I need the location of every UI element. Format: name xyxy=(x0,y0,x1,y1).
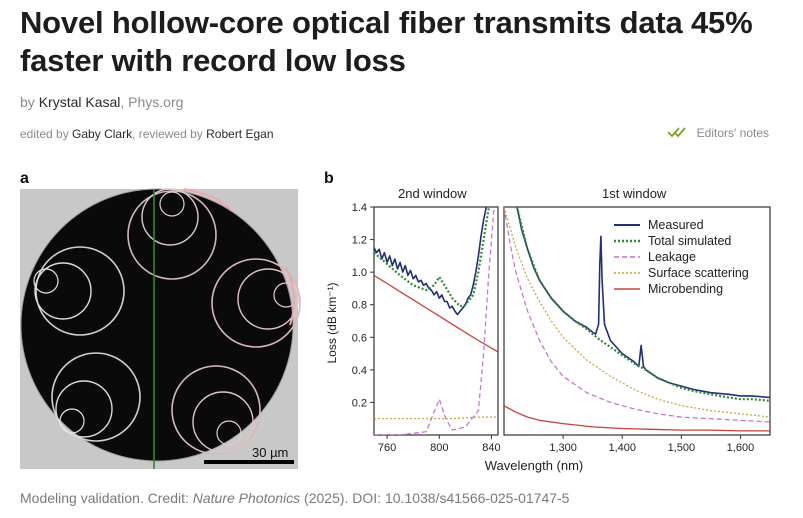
caption-prefix: Modeling validation. Credit: xyxy=(20,490,193,506)
chart-legend: Measured Total simulated Leakage Surface sc… xyxy=(614,218,749,296)
reviewed-prefix: , reviewed by xyxy=(132,127,203,141)
reviewer-name[interactable]: Robert Egan xyxy=(206,127,274,141)
legend-label: Measured xyxy=(648,218,704,232)
chart-panel-2nd-window: 760 800 840 xyxy=(373,206,501,454)
edited-prefix: edited by xyxy=(20,127,69,141)
byline: by Krystal Kasal, Phys.org xyxy=(20,94,183,110)
article-headline: Novel hollow-core optical fiber transmit… xyxy=(20,5,753,78)
legend-label: Microbending xyxy=(648,282,723,296)
y-tick-label: 0.6 xyxy=(352,332,367,344)
figure-svg: a xyxy=(20,170,771,473)
byline-separator: , xyxy=(120,94,125,110)
y-tick-label: 1.4 xyxy=(352,202,367,214)
fiber-micrograph xyxy=(20,188,301,469)
edit-credits: edited by Gaby Clark, reviewed by Robert… xyxy=(20,127,274,141)
series-line-surface-scattering xyxy=(374,416,498,420)
editors-notes-link[interactable]: Editors' notes xyxy=(667,126,769,141)
scale-bar: 30 µm xyxy=(204,445,294,464)
series-group xyxy=(374,207,498,435)
panel-a-label: a xyxy=(20,170,29,187)
plot-frame xyxy=(503,206,771,436)
x-tick-label: 840 xyxy=(482,442,500,454)
y-axis-label: Loss (dB km⁻¹) xyxy=(325,282,339,363)
figure-caption: Modeling validation. Credit: Nature Phot… xyxy=(20,490,569,506)
plot-frame xyxy=(373,206,499,436)
x-tick-label: 1,600 xyxy=(727,442,755,454)
legend-label: Total simulated xyxy=(648,234,731,248)
series-line-measured xyxy=(374,207,488,316)
series-line-total-simulated xyxy=(374,207,490,308)
chart-panel-1st-window: 1,300 1,400 1,500 1,600 xyxy=(503,206,771,454)
series-line-total-simulated xyxy=(515,207,770,402)
y-axis: 0.2 0.4 0.6 0.8 1.0 1.2 1.4 xyxy=(352,202,374,409)
y-tick-label: 0.2 xyxy=(352,397,367,409)
x-tick-label: 800 xyxy=(430,442,448,454)
y-tick-label: 1.2 xyxy=(352,235,367,247)
scale-bar-label: 30 µm xyxy=(252,445,288,460)
caption-journal: Nature Photonics xyxy=(192,490,301,506)
x-tick-label: 760 xyxy=(378,442,396,454)
legend-label: Surface scattering xyxy=(648,266,749,280)
publisher-link[interactable]: Phys.org xyxy=(128,94,184,110)
series-line-microbending xyxy=(374,274,498,353)
series-line-microbending xyxy=(504,405,770,432)
editors-notes-label: Editors' notes xyxy=(696,126,769,140)
left-window-label: 2nd window xyxy=(398,186,467,201)
x-tick-label: 1,300 xyxy=(549,442,577,454)
panel-b-label: b xyxy=(324,170,334,187)
x-axis-label: Wavelength (nm) xyxy=(485,458,584,473)
y-tick-label: 1.0 xyxy=(352,267,367,279)
y-tick-label: 0.4 xyxy=(352,365,367,377)
series-line-leakage xyxy=(504,207,770,423)
editor-name[interactable]: Gaby Clark xyxy=(72,127,133,141)
double-check-icon xyxy=(667,126,687,141)
x-tick-label: 1,500 xyxy=(668,442,696,454)
author-link[interactable]: Krystal Kasal xyxy=(38,94,121,110)
x-tick-label: 1,400 xyxy=(608,442,636,454)
legend-label: Leakage xyxy=(648,250,696,264)
series-line-leakage xyxy=(374,207,495,435)
series-group xyxy=(504,207,770,432)
byline-prefix: by xyxy=(20,94,35,110)
y-tick-label: 0.8 xyxy=(352,300,367,312)
caption-suffix: (2025). DOI: 10.1038/s41566-025-01747-5 xyxy=(300,490,570,506)
right-window-label: 1st window xyxy=(602,186,667,201)
article-figure: a xyxy=(18,165,788,477)
